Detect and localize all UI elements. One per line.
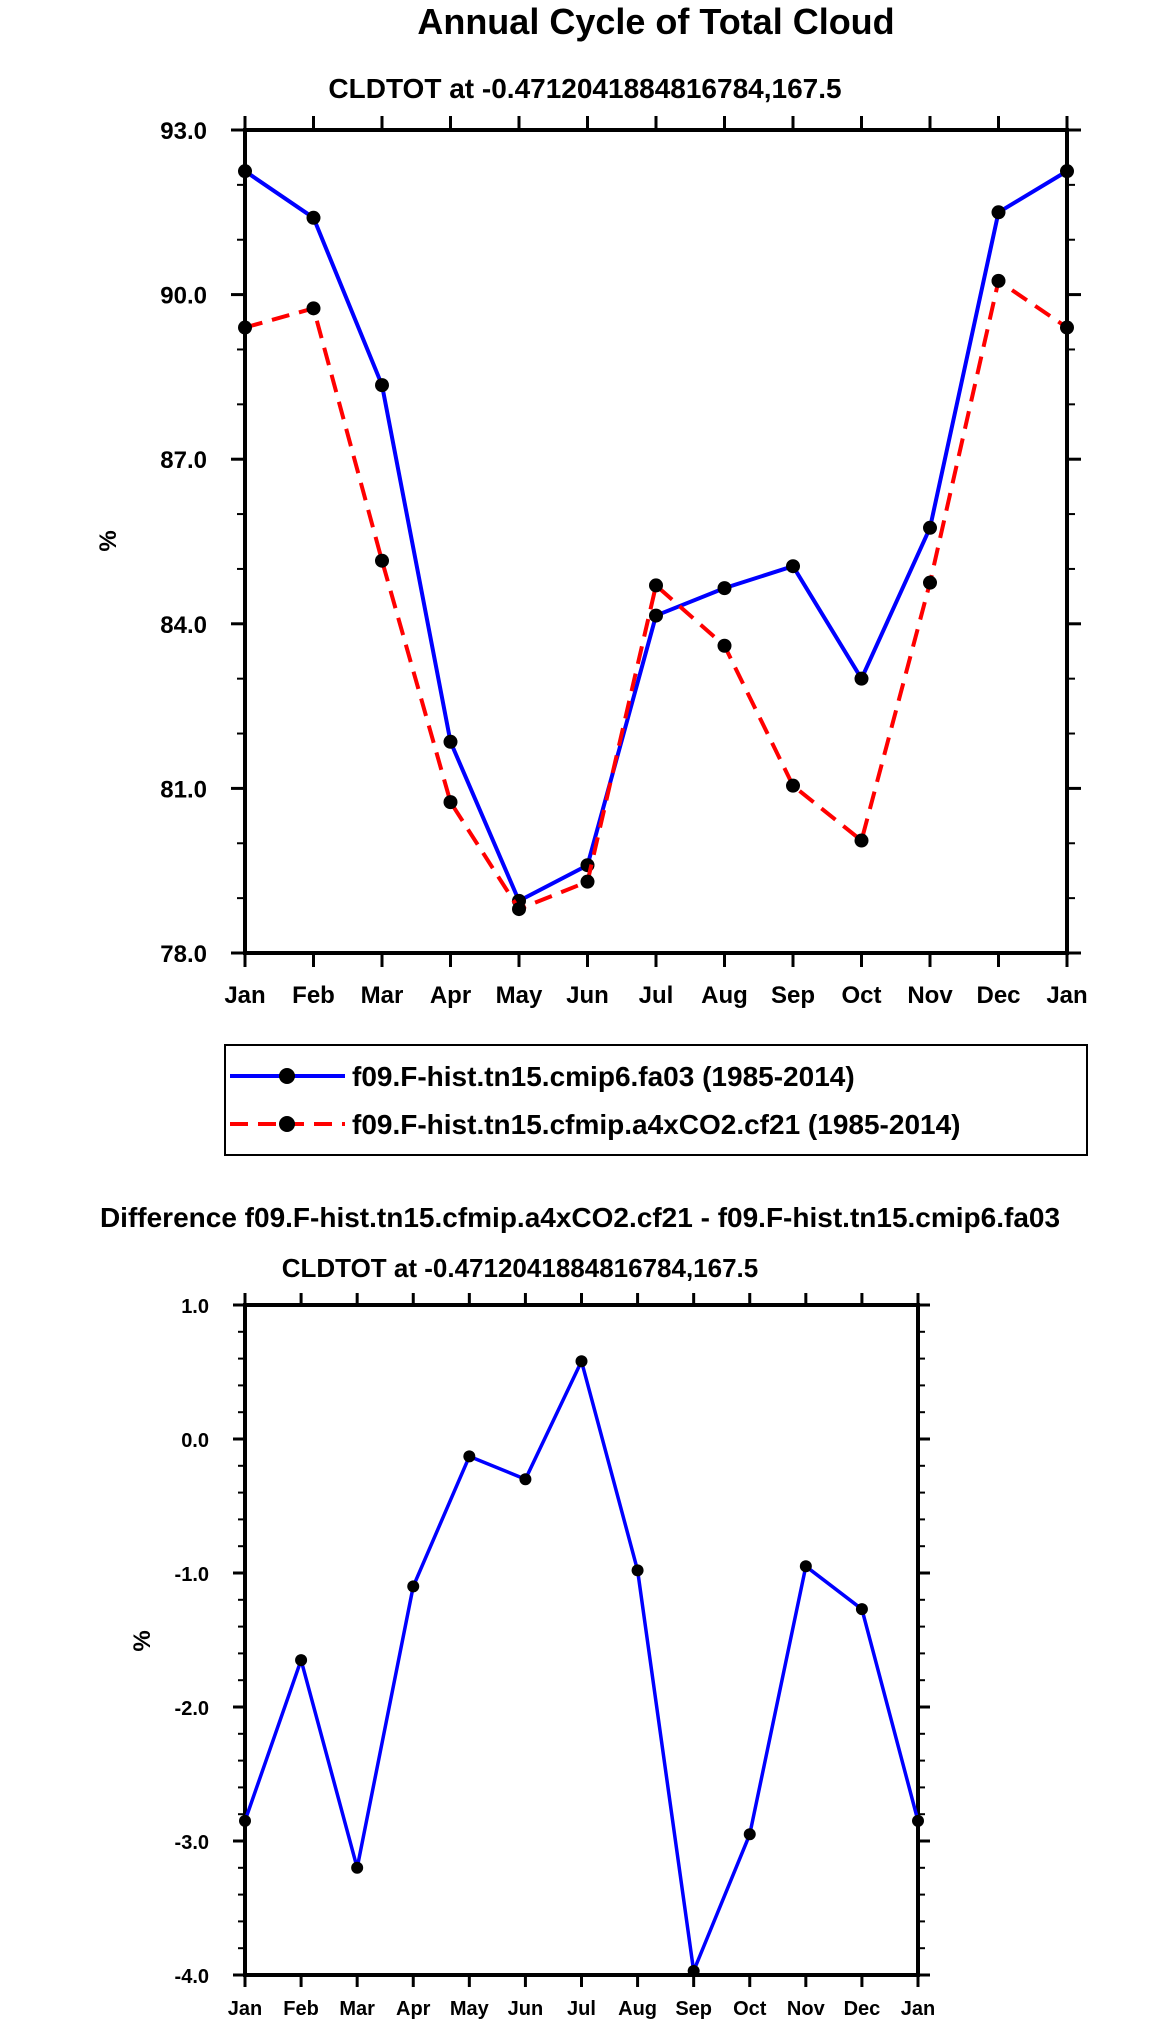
x-tick-label: Apr <box>396 1998 431 2020</box>
x-tick-label: Aug <box>701 982 748 1009</box>
series-0-point <box>743 1828 756 1841</box>
series-1-point <box>306 301 321 316</box>
top-series-layer <box>238 164 1074 917</box>
x-tick-label: Nov <box>907 982 953 1009</box>
x-tick-label: Mar <box>361 982 404 1009</box>
series-0-point <box>375 378 389 393</box>
y-tick-label: -2.0 <box>175 1698 209 1720</box>
x-tick-label: May <box>496 982 543 1009</box>
difference-chart-subtitle: CLDTOT at -0.4712041884816784,167.5 <box>282 1253 759 1283</box>
difference-chart-title: Difference f09.F-hist.tn15.cfmip.a4xCO2.… <box>100 1202 1060 1233</box>
x-tick-label: Jul <box>639 982 674 1009</box>
y-tick-label: 93.0 <box>160 118 207 145</box>
y-tick-label: -1.0 <box>175 1564 209 1586</box>
x-tick-label: Jan <box>224 982 265 1009</box>
series-1-point <box>443 795 458 810</box>
plot-frame <box>243 128 1069 955</box>
series-0-point <box>855 1603 868 1616</box>
annual-cycle-chart: Annual Cycle of Total Cloud CLDTOT at -0… <box>95 1 1088 1156</box>
series-1-point <box>649 578 663 593</box>
plot-frame <box>243 1303 920 1977</box>
y-tick-label: -4.0 <box>175 1966 209 1988</box>
series-0-point <box>786 559 800 574</box>
series-line-0 <box>243 1359 920 1973</box>
series-1-point <box>580 874 595 889</box>
series-0-point <box>912 1814 924 1827</box>
x-tick-label: Oct <box>733 1998 767 2020</box>
series-0-point <box>1060 164 1074 179</box>
y-axis-label: % <box>95 530 122 551</box>
x-tick-label: Feb <box>283 1998 319 2020</box>
series-0-point <box>575 1355 588 1368</box>
series-0-point <box>463 1450 476 1463</box>
series-1-point <box>512 902 526 917</box>
series-1-point <box>854 833 869 848</box>
series-0-point <box>443 734 458 749</box>
x-tick-label: Sep <box>675 1998 712 2020</box>
series-0-point <box>239 1814 251 1827</box>
legend-box <box>224 1044 1088 1156</box>
series-0-point <box>519 1473 532 1486</box>
x-tick-label: Jan <box>1046 982 1087 1009</box>
x-tick-label: Jun <box>508 1998 544 2020</box>
series-0-point <box>649 608 663 623</box>
x-tick-label: Jan <box>228 1998 262 2020</box>
series-0-point <box>631 1564 644 1577</box>
y-tick-label: 78.0 <box>160 941 207 968</box>
series-1-point <box>238 320 252 335</box>
legend-marker-cmip6 <box>279 1068 295 1084</box>
legend-label-a4xco2: f09.F-hist.tn15.cfmip.a4xCO2.cf21 (1985-… <box>352 1109 960 1140</box>
series-line-1 <box>244 278 1069 912</box>
x-tick-label: Feb <box>292 982 335 1009</box>
series-1-point <box>786 778 800 793</box>
legend: f09.F-hist.tn15.cmip6.fa03 (1985-2014) f… <box>224 1044 1088 1156</box>
x-tick-label: Dec <box>844 1998 881 2020</box>
series-1-point <box>991 273 1006 288</box>
series-0-point <box>306 210 321 225</box>
x-tick-label: Jan <box>901 1998 935 2020</box>
series-0-point <box>407 1580 420 1593</box>
series-line-0 <box>243 169 1069 903</box>
y-tick-label: 0.0 <box>181 1430 209 1452</box>
series-0-point <box>717 581 732 596</box>
series-0-point <box>238 164 252 179</box>
difference-y-axis-label: % <box>129 1630 156 1651</box>
x-tick-label: Nov <box>787 1998 826 2020</box>
chart-title: Annual Cycle of Total Cloud <box>417 1 894 42</box>
difference-chart: Difference f09.F-hist.tn15.cfmip.a4xCO2.… <box>100 1202 1060 2020</box>
x-tick-label: Sep <box>771 982 815 1009</box>
difference-axes: Jan Feb Mar Apr May Jun Jul Aug Sep Oct Nov Dec Jan-… <box>175 1293 935 2020</box>
x-tick-label: May <box>450 1998 490 2020</box>
series-0-point <box>799 1560 812 1573</box>
x-tick-label: Aug <box>618 1998 657 2020</box>
series-0-point <box>854 671 869 686</box>
series-0-point <box>351 1861 364 1874</box>
y-tick-label: 90.0 <box>160 283 207 310</box>
series-0-point <box>295 1654 308 1667</box>
y-tick-label: -3.0 <box>175 1832 209 1854</box>
chart-subtitle: CLDTOT at -0.4712041884816784,167.5 <box>328 73 841 104</box>
y-tick-label: 1.0 <box>181 1296 209 1318</box>
series-0-point <box>923 520 937 535</box>
series-1-point <box>923 575 937 590</box>
x-tick-label: Jul <box>567 1998 596 2020</box>
top-axes: Jan Feb Mar Apr May Jun Jul Aug Sep Oct Nov Dec Jan 7… <box>160 116 1088 1009</box>
series-1-point <box>717 638 732 653</box>
difference-series-layer <box>239 1355 924 1977</box>
legend-marker-a4xco2 <box>279 1116 295 1132</box>
x-tick-label: Apr <box>430 982 471 1009</box>
x-tick-label: Oct <box>841 982 881 1009</box>
y-tick-label: 84.0 <box>160 612 207 639</box>
x-tick-label: Jun <box>566 982 609 1009</box>
y-tick-label: 87.0 <box>160 447 207 474</box>
legend-label-cmip6: f09.F-hist.tn15.cmip6.fa03 (1985-2014) <box>352 1061 855 1092</box>
series-0-point <box>687 1964 700 1977</box>
series-0-point <box>991 205 1006 220</box>
x-tick-label: Dec <box>976 982 1020 1009</box>
series-1-point <box>1060 320 1074 335</box>
y-tick-label: 81.0 <box>160 776 207 803</box>
series-1-point <box>375 553 389 568</box>
x-tick-label: Mar <box>339 1998 375 2020</box>
